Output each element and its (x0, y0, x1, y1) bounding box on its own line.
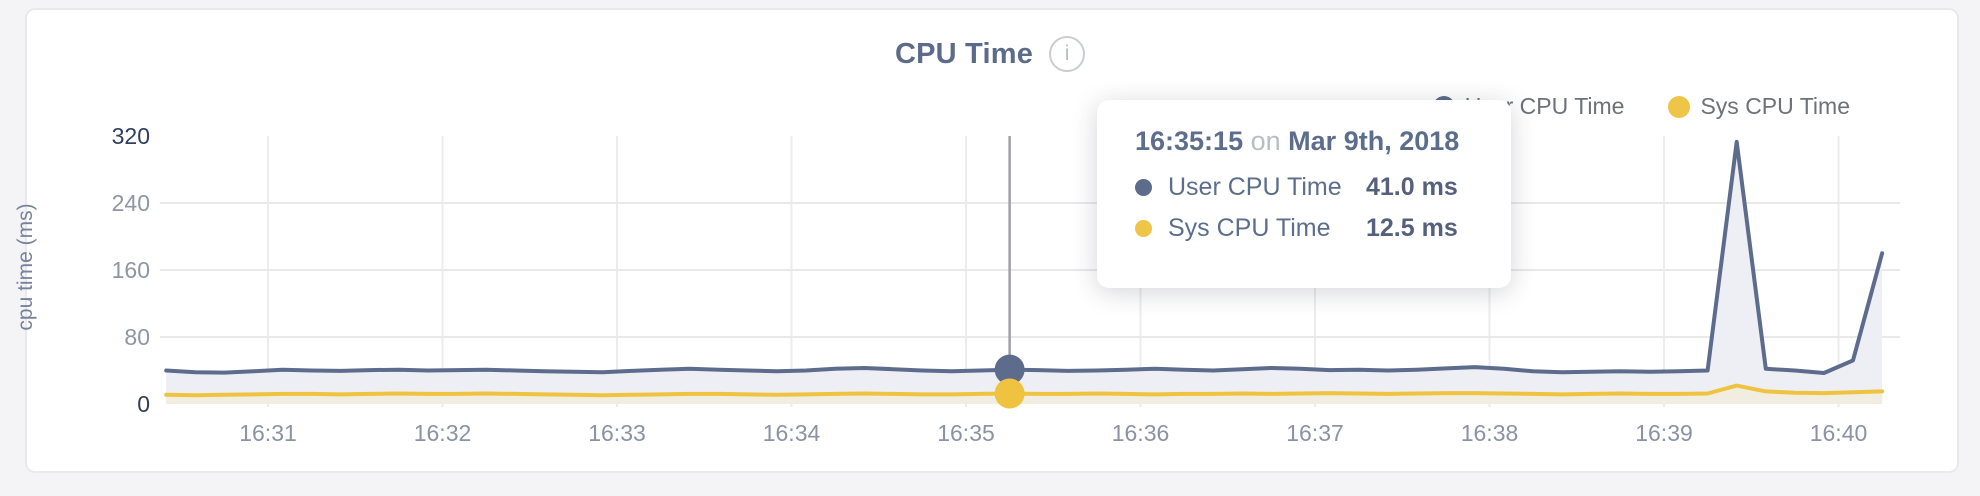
tooltip-row: Sys CPU Time 12.5 ms (1135, 214, 1477, 243)
y-axis-title: cpu time (ms) (14, 203, 37, 331)
y-tick-label: 80 (124, 324, 150, 350)
legend-label: Sys CPU Time (1700, 93, 1850, 119)
y-tick-label: 240 (111, 190, 150, 216)
y-tick-label: 320 (111, 123, 150, 149)
x-tick-label: 16:40 (1809, 420, 1868, 446)
tooltip-title: 16:35:15 on Mar 9th, 2018 (1135, 126, 1477, 157)
x-tick-label: 16:36 (1111, 420, 1170, 446)
tooltip-series-label: Sys CPU Time (1168, 214, 1331, 242)
plot-area[interactable] (160, 130, 1890, 410)
x-tick-label: 16:31 (239, 420, 297, 446)
x-tick-label: 16:33 (588, 420, 646, 446)
x-tick-label: 16:34 (762, 420, 821, 446)
tooltip-series-label: User CPU Time (1168, 173, 1342, 201)
tooltip-series-dot-icon (1135, 220, 1152, 237)
x-tick-label: 16:37 (1286, 420, 1344, 446)
tooltip-connector: on (1250, 126, 1281, 156)
tooltip-date: Mar 9th, 2018 (1288, 126, 1460, 156)
x-tick-label: 16:39 (1635, 420, 1693, 446)
tooltip-series-value: 41.0 ms (1366, 173, 1458, 201)
tooltip-row: User CPU Time 41.0 ms (1135, 173, 1477, 202)
tooltip-series-value: 12.5 ms (1366, 214, 1458, 242)
y-tick-label: 160 (111, 257, 150, 283)
x-tick-label: 16:35 (937, 420, 995, 446)
chart-title: CPU Time (894, 37, 1034, 70)
x-tick-label: 16:32 (413, 420, 472, 446)
tooltip-series-dot-icon (1135, 179, 1152, 196)
legend-item-sys-cpu-time[interactable]: Sys CPU Time (1668, 93, 1850, 120)
tooltip-time: 16:35:15 (1135, 126, 1244, 156)
chart-header: CPU Time i (0, 36, 1980, 72)
x-tick-label: 16:38 (1460, 420, 1519, 446)
y-tick-label: 0 (137, 391, 150, 417)
chart-tooltip: 16:35:15 on Mar 9th, 2018 User CPU Time 4… (1097, 100, 1511, 288)
legend-dot-icon (1668, 95, 1691, 118)
info-icon[interactable]: i (1049, 36, 1086, 72)
